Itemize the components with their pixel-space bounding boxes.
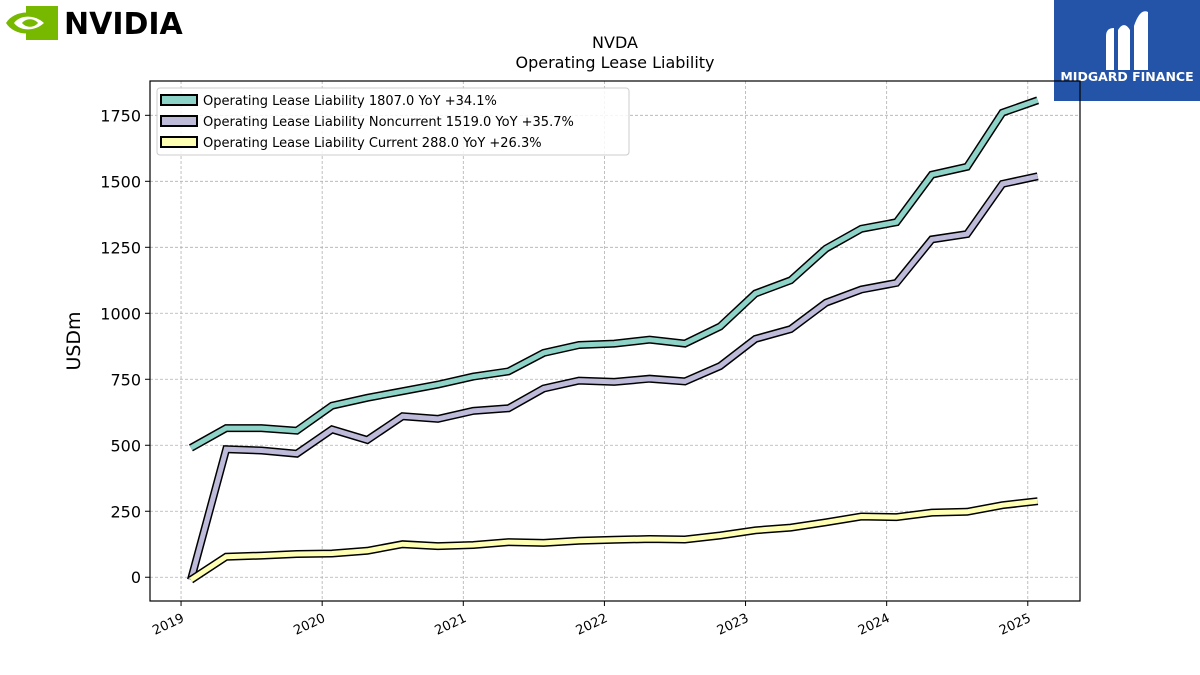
legend: Operating Lease Liability 1807.0 YoY +34…: [156, 87, 630, 156]
series-lines: [187, 96, 1040, 584]
y-tick-label: 750: [110, 370, 141, 389]
legend-swatch: [160, 115, 198, 127]
legend-box: [156, 87, 630, 156]
midgard-logo-text: MIDGARD FINANCE: [1060, 69, 1193, 84]
nvidia-logo: NVIDIA: [6, 6, 184, 42]
y-tick-label: 1000: [100, 304, 141, 323]
y-tick-label: 250: [110, 502, 141, 521]
midgard-m-icon: [1106, 11, 1148, 70]
legend-label: Operating Lease Liability Noncurrent 151…: [203, 115, 574, 130]
y-tick-label: 1500: [100, 172, 141, 191]
plot-frame: [149, 80, 1081, 602]
legend-swatch: [160, 94, 198, 106]
series-line-outline: [187, 172, 1039, 581]
x-tick-label: 2022: [574, 611, 610, 639]
x-tick-label: 2020: [292, 611, 328, 639]
x-tick-label: 2019: [150, 611, 186, 639]
series-line: [189, 498, 1038, 582]
chart-title: NVDA: [592, 33, 638, 52]
y-tick-label: 500: [110, 436, 141, 455]
midgard-finance-logo: MIDGARD FINANCE: [1054, 0, 1200, 101]
y-tick-label: 0: [131, 568, 141, 587]
y-axis-label: USDm: [63, 311, 85, 370]
y-tick-label: 1750: [100, 106, 141, 125]
series-line: [188, 173, 1039, 581]
legend-label: Operating Lease Liability Current 288.0 …: [203, 136, 542, 151]
series-line: [189, 97, 1039, 451]
legend-swatch: [160, 136, 198, 148]
nvidia-logo-text: NVIDIA: [64, 7, 184, 42]
x-tick-label: 2024: [856, 611, 892, 639]
x-tick-label: 2025: [997, 611, 1033, 639]
nvidia-eye-icon: [6, 6, 58, 40]
legend-label: Operating Lease Liability 1807.0 YoY +34…: [203, 94, 497, 109]
chart-subtitle: Operating Lease Liability: [515, 53, 714, 72]
y-tick-label: 1250: [100, 238, 141, 257]
x-tick-label: 2023: [715, 611, 751, 639]
x-tick-label: 2021: [433, 611, 469, 639]
